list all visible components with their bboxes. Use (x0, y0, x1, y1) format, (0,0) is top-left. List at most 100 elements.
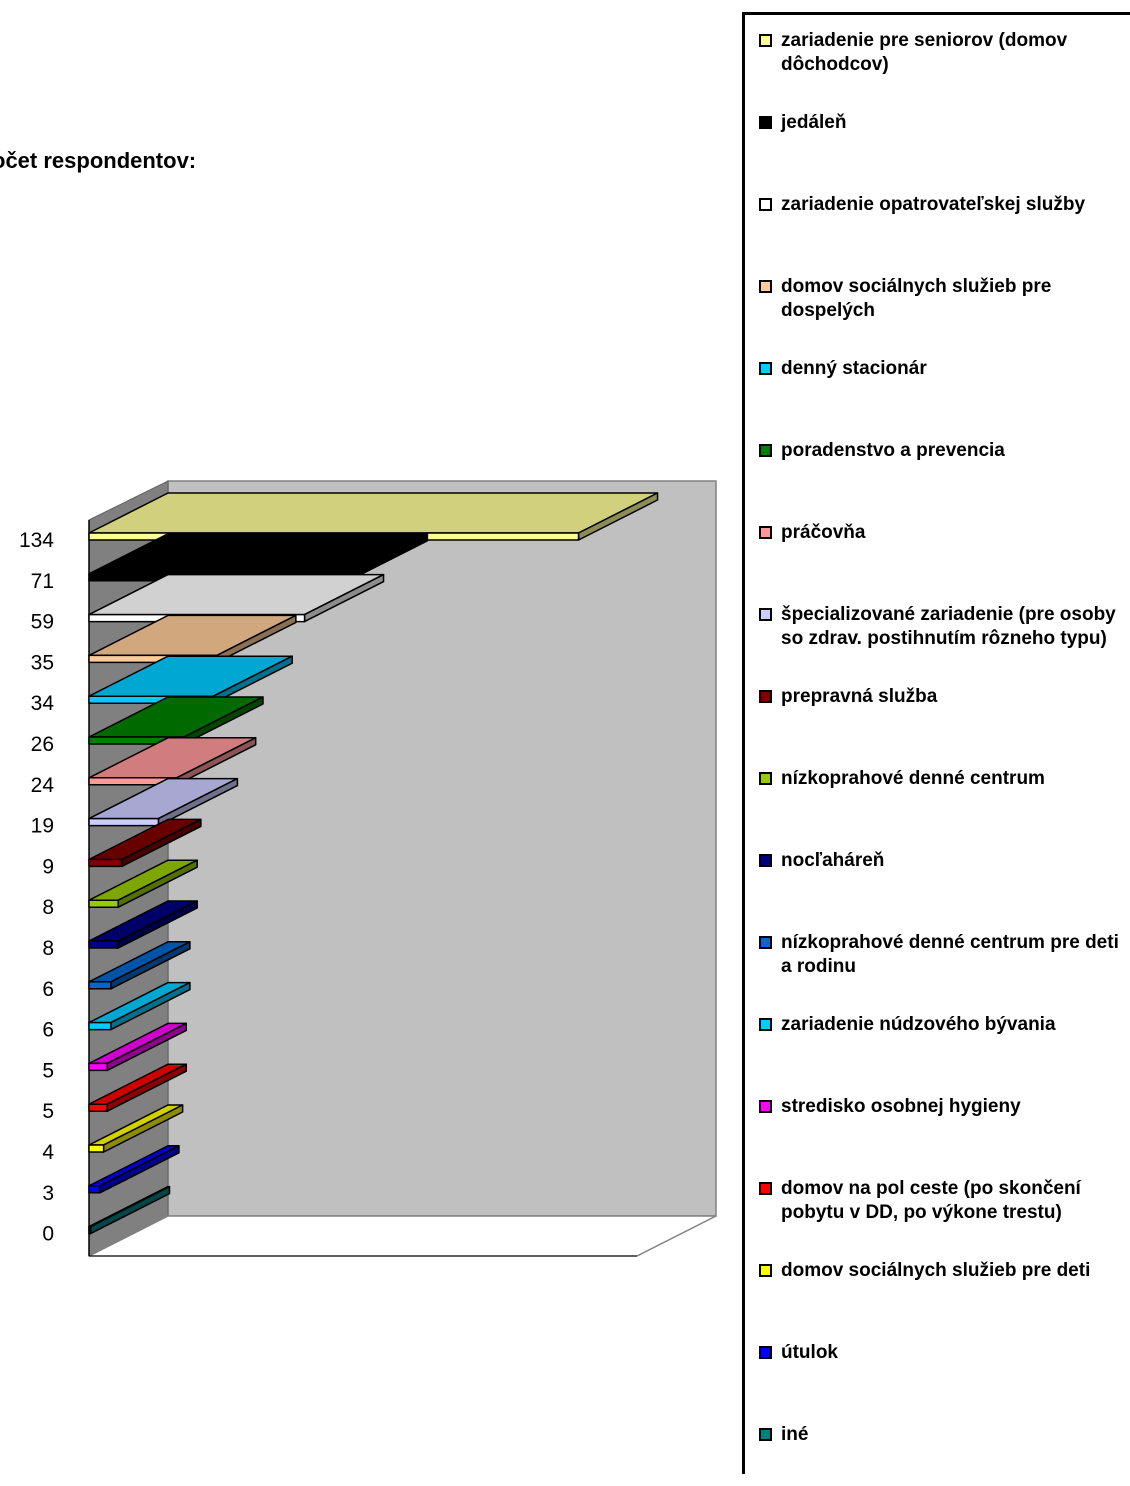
legend-label: denný stacionár (781, 358, 927, 379)
bar-front-face (88, 1144, 105, 1153)
bar-front-face (88, 940, 119, 949)
legend-swatch (759, 362, 772, 375)
legend-item: špecializované zariadenie (pre osoby so … (759, 603, 1129, 651)
bar-front-face (88, 817, 160, 827)
bar (88, 1104, 184, 1153)
bar-front-face (88, 899, 119, 908)
tick-label: 8 (42, 896, 54, 919)
tick-label: 34 (31, 692, 55, 715)
floor (88, 1215, 717, 1257)
tick-label: 59 (31, 611, 54, 634)
tick-label: 134 (19, 529, 54, 552)
legend-label: zariadenie pre seniorov (domov dôchodcov… (781, 30, 1068, 75)
legend-label: zariadenie núdzového bývania (781, 1014, 1056, 1035)
legend: zariadenie pre seniorov (domov dôchodcov… (742, 12, 1130, 1474)
tick-label: 5 (42, 1100, 54, 1123)
legend-item: práčovňa (759, 521, 1129, 545)
legend-label: útulok (781, 1342, 838, 1363)
bar (88, 818, 202, 868)
bar (88, 1022, 188, 1072)
legend-item: zariadenie opatrovateľskej služby (759, 193, 1129, 217)
legend-label: domov sociálnych služieb pre deti (781, 1260, 1091, 1281)
bar-front-face (88, 1225, 92, 1235)
tick-labels-layer: 134 71 59 35 34 26 24 19 9 8 8 6 6 5 5 4 3 0 (19, 529, 54, 1246)
bar (88, 1185, 171, 1235)
legend-label: nocľaháreň (781, 850, 885, 871)
legend-item: nízkoprahové denné centrum pre deti a ro… (759, 931, 1129, 979)
legend-swatch (759, 1346, 772, 1359)
legend-swatch (759, 1100, 772, 1113)
legend-item: stredisko osobnej hygieny (759, 1095, 1129, 1119)
bar-front-face (88, 1103, 109, 1112)
tick-label: 24 (31, 774, 55, 797)
legend-label: stredisko osobnej hygieny (781, 1096, 1021, 1117)
bar-front-face (88, 1062, 109, 1072)
legend-swatch (759, 772, 772, 785)
bar (88, 941, 191, 990)
legend-item: denný stacionár (759, 357, 1129, 381)
legend-swatch (759, 608, 772, 621)
chart-title: očet respondentov: (0, 148, 197, 173)
legend-swatch (759, 1264, 772, 1277)
bar (88, 1145, 180, 1194)
legend-label: jedáleň (781, 112, 847, 133)
bar (88, 1063, 188, 1112)
tick-label: 5 (42, 1059, 54, 1082)
legend-label: zariadenie opatrovateľskej služby (781, 194, 1086, 215)
tick-label: 71 (31, 570, 54, 593)
bar-front-face (88, 1185, 101, 1194)
legend-swatch (759, 34, 772, 47)
tick-label: 6 (42, 978, 54, 1001)
tick-label: 26 (31, 733, 54, 756)
legend-item: domov sociálnych služieb pre deti (759, 1259, 1129, 1283)
legend-swatch (759, 936, 772, 949)
legend-label: iné (781, 1424, 809, 1445)
tick-label: 8 (42, 937, 54, 960)
bar-front-face (88, 858, 123, 868)
legend-item: iné (759, 1423, 1129, 1447)
legend-swatch (759, 526, 772, 539)
legend-item: poradenstvo a prevencia (759, 439, 1129, 463)
legend-item: jedáleň (759, 111, 1129, 135)
tick-label: 3 (42, 1182, 54, 1205)
legend-item: zariadenie núdzového bývania (759, 1013, 1129, 1037)
legend-label: domov na pol ceste (po skončení pobytu v… (781, 1178, 1081, 1223)
legend-swatch (759, 1182, 772, 1195)
legend-label: špecializované zariadenie (pre osoby so … (781, 604, 1116, 649)
legend-item: domov na pol ceste (po skončení pobytu v… (759, 1177, 1129, 1225)
tick-label: 4 (42, 1141, 54, 1164)
legend-swatch (759, 854, 772, 867)
legend-label: nízkoprahové denné centrum (781, 768, 1045, 789)
bar (88, 777, 239, 827)
legend-swatch (759, 444, 772, 457)
bar-chart-3d: 134 71 59 35 34 26 24 19 9 8 8 6 6 5 5 4 3 0 (19, 480, 717, 1257)
legend-swatch (759, 116, 772, 129)
legend-item: nízkoprahové denné centrum (759, 767, 1129, 791)
bar-front-face (88, 1021, 112, 1031)
legend-item: nocľaháreň (759, 849, 1129, 873)
bar-front-face (88, 981, 112, 990)
bar (88, 900, 198, 949)
bar (88, 981, 191, 1031)
bar (88, 859, 198, 908)
legend-swatch (759, 1428, 772, 1441)
tick-label: 6 (42, 1019, 54, 1042)
tick-label: 0 (42, 1223, 54, 1246)
legend-swatch (759, 690, 772, 703)
bar (88, 492, 659, 541)
legend-item: útulok (759, 1341, 1129, 1365)
legend-swatch (759, 198, 772, 211)
tick-label: 19 (31, 815, 54, 838)
legend-item: domov sociálnych služieb pre dospelých (759, 275, 1129, 323)
legend-label: domov sociálnych služieb pre dospelých (781, 276, 1052, 321)
legend-label: poradenstvo a prevencia (781, 440, 1005, 461)
legend-item: prepravná služba (759, 685, 1129, 709)
bar (88, 696, 264, 745)
legend-label: nízkoprahové denné centrum pre deti a ro… (781, 932, 1119, 977)
bar-top-face (88, 492, 659, 534)
tick-label: 9 (42, 855, 54, 878)
legend-label: prepravná služba (781, 686, 938, 707)
legend-item: zariadenie pre seniorov (domov dôchodcov… (759, 29, 1129, 77)
legend-swatch (759, 1018, 772, 1031)
tick-label: 35 (31, 651, 54, 674)
